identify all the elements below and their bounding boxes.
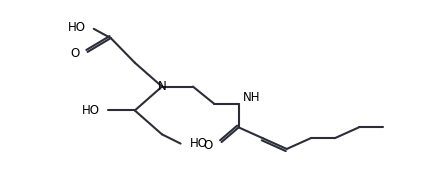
Text: NH: NH [242, 91, 260, 104]
Text: O: O [70, 47, 80, 60]
Text: HO: HO [190, 137, 208, 150]
Text: O: O [203, 139, 213, 152]
Text: HO: HO [68, 21, 86, 34]
Text: HO: HO [82, 104, 100, 117]
Text: N: N [158, 80, 166, 93]
